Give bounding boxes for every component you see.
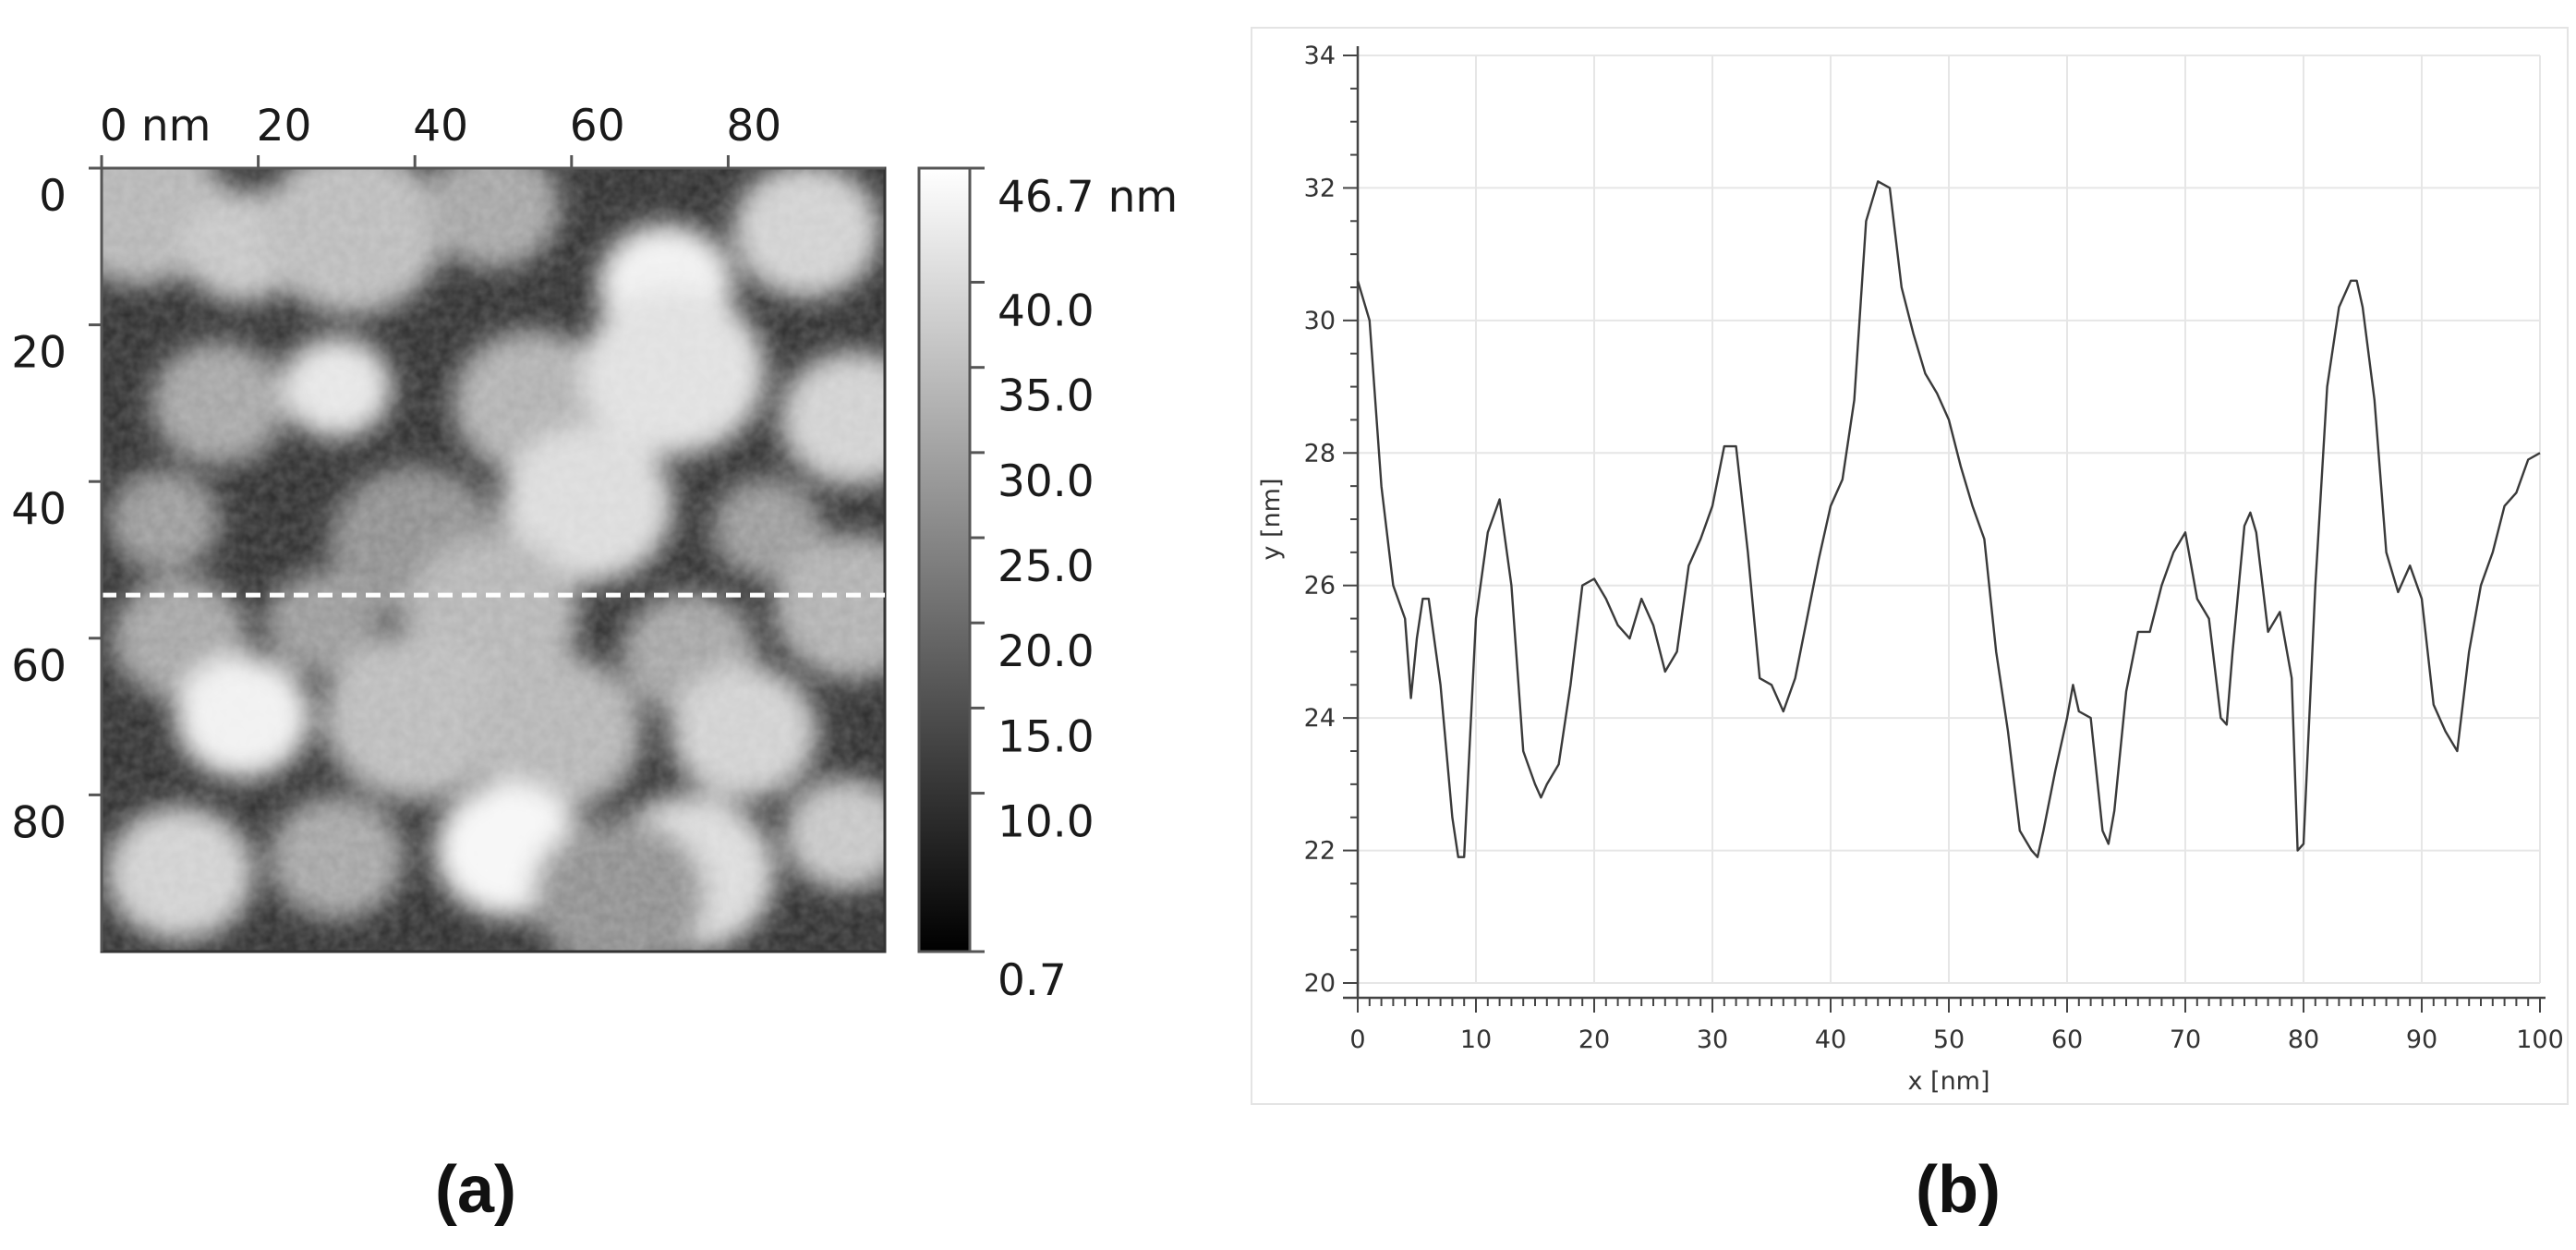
colorbar-tick-label: 30.0: [998, 456, 1094, 507]
afm-topography-image: [102, 168, 885, 952]
afm-y-tick-label: 80: [11, 797, 67, 848]
profile-x-tick-label: 0: [1349, 1025, 1365, 1054]
profile-x-tick-label: 90: [2406, 1025, 2437, 1054]
afm-y-tick-label: 40: [11, 484, 67, 535]
profile-x-axis-label: x [nm]: [1907, 1067, 1989, 1096]
afm-panel: 0 nm 20 40 60 80 0 20 40 60 80 46.7 nm 40.0 35.0 30…: [11, 101, 1178, 1006]
colorbar-tick-label: 25.0: [998, 541, 1094, 592]
profile-x-tick-label: 30: [1697, 1025, 1728, 1054]
profile-y-tick-label: 34: [1304, 42, 1336, 70]
afm-x-tick-label: 80: [726, 101, 781, 152]
afm-y-tick-label: 20: [11, 328, 67, 379]
profile-y-tick-label: 24: [1304, 704, 1336, 733]
profile-axes: 20 22 24 26 28 30 32 34 0 10 20 30 40 50 60 70 80 90 100: [1304, 42, 2564, 1054]
colorbar-tick-label: 10.0: [998, 797, 1094, 848]
profile-y-tick-label: 28: [1304, 439, 1336, 467]
afm-x-axis: 0 nm 20 40 60 80: [100, 101, 885, 170]
afm-y-axis: 0 20 40 60 80: [11, 166, 103, 952]
colorbar-tick-label: 20.0: [998, 626, 1094, 677]
profile-x-tick-label: 70: [2170, 1025, 2201, 1054]
profile-panel: 20 22 24 26 28 30 32 34 0 10 20 30 40 50 60 70 80 90 100 x…: [1251, 27, 2569, 1105]
panel-label-a: (a): [435, 1153, 516, 1227]
profile-x-tick-label: 60: [2051, 1025, 2083, 1054]
afm-y-tick-label: 0: [39, 171, 67, 222]
profile-x-tick-label: 40: [1815, 1025, 1846, 1054]
colorbar-gradient: [917, 166, 972, 953]
afm-texture: [102, 168, 885, 952]
profile-x-tick-label: 80: [2288, 1025, 2319, 1054]
colorbar-tick-label: 0.7: [998, 955, 1067, 1006]
profile-x-tick-label: 100: [2516, 1025, 2564, 1054]
profile-series-line: [1356, 180, 2541, 858]
colorbar-tick-label: 15.0: [998, 711, 1094, 762]
colorbar-tick-label: 40.0: [998, 286, 1094, 337]
profile-y-tick-label: 22: [1304, 837, 1336, 866]
profile-x-tick-label: 50: [1933, 1025, 1965, 1054]
afm-x-tick-label: 40: [413, 101, 468, 152]
profile-x-tick-label: 10: [1460, 1025, 1492, 1054]
profile-y-axis-label: y [nm]: [1257, 478, 1286, 560]
afm-x-tick-label: 20: [257, 101, 312, 152]
profile-y-tick-label: 30: [1304, 307, 1336, 335]
profile-chart-frame: [1251, 27, 2569, 1105]
colorbar-tick-label: 35.0: [998, 371, 1094, 422]
profile-y-tick-label: 26: [1304, 572, 1336, 601]
afm-x-tick-label: 0 nm: [100, 101, 211, 152]
profile-y-tick-label: 32: [1304, 174, 1336, 202]
profile-y-tick-label: 20: [1304, 969, 1336, 998]
profile-x-tick-label: 20: [1578, 1025, 1610, 1054]
afm-y-tick-label: 60: [11, 641, 67, 692]
colorbar-tick-label: 46.7 nm: [998, 172, 1178, 223]
afm-x-tick-label: 60: [570, 101, 625, 152]
height-colorbar: 46.7 nm 40.0 35.0 30.0 25.0 20.0 15.0 10.0 0.7: [917, 166, 1178, 1006]
panel-label-b: (b): [1916, 1153, 2001, 1227]
